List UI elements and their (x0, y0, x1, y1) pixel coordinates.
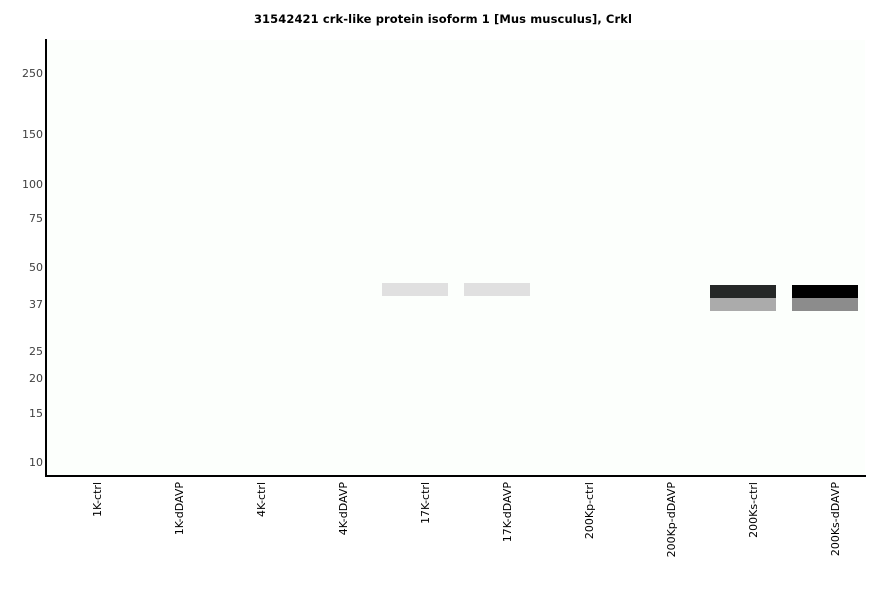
blot-lane (218, 0, 284, 595)
blot-lane (464, 0, 530, 595)
x-axis-tick-label: 1K-ctrl (91, 482, 104, 517)
y-axis-tick-label: 37 (29, 297, 43, 311)
protein-band (464, 283, 530, 297)
protein-band (792, 284, 858, 300)
blot-lane (546, 0, 612, 595)
y-axis-tick-label: 25 (29, 345, 43, 359)
y-axis-tick-label: 75 (29, 212, 43, 226)
x-axis-tick-label: 17K-ctrl (419, 482, 432, 524)
x-axis-tick-label: 17K-dDAVP (501, 482, 514, 543)
protein-band (792, 298, 858, 312)
blot-lane (382, 0, 448, 595)
y-axis-tick-label: 50 (29, 261, 43, 275)
y-axis-tick-labels: 250 150 100 75 50 37 25 20 15 10 (0, 0, 43, 595)
x-axis-tick-label: 200Kp-dDAVP (665, 482, 678, 558)
x-axis-line (45, 475, 866, 477)
y-axis-tick-label: 100 (22, 177, 43, 191)
blot-lane (792, 0, 858, 595)
blot-lane (628, 0, 694, 595)
y-axis-tick-label: 150 (22, 128, 43, 142)
y-axis-line (45, 39, 47, 477)
y-axis-tick-label: 20 (29, 372, 43, 386)
blot-lane (54, 0, 120, 595)
protein-band (382, 283, 448, 297)
protein-band (710, 298, 776, 312)
page-title: 31542421 crk-like protein isoform 1 [Mus… (253, 12, 633, 26)
x-axis-tick-label: 4K-ctrl (255, 482, 268, 517)
protein-band (710, 284, 776, 300)
x-axis-tick-label: 200Ks-ctrl (747, 482, 760, 538)
y-axis-tick-label: 15 (29, 407, 43, 421)
x-axis-tick-label: 1K-dDAVP (173, 482, 186, 536)
plot-area (47, 40, 865, 476)
x-axis-tick-label: 200Kp-ctrl (583, 482, 596, 540)
blot-lane (136, 0, 202, 595)
x-axis-tick-label: 200Ks-dDAVP (829, 482, 842, 557)
blot-lane (710, 0, 776, 595)
y-axis-tick-label: 10 (29, 456, 43, 470)
y-axis-tick-label: 250 (22, 66, 43, 80)
x-axis-tick-label: 4K-dDAVP (337, 482, 350, 536)
blot-lane (300, 0, 366, 595)
